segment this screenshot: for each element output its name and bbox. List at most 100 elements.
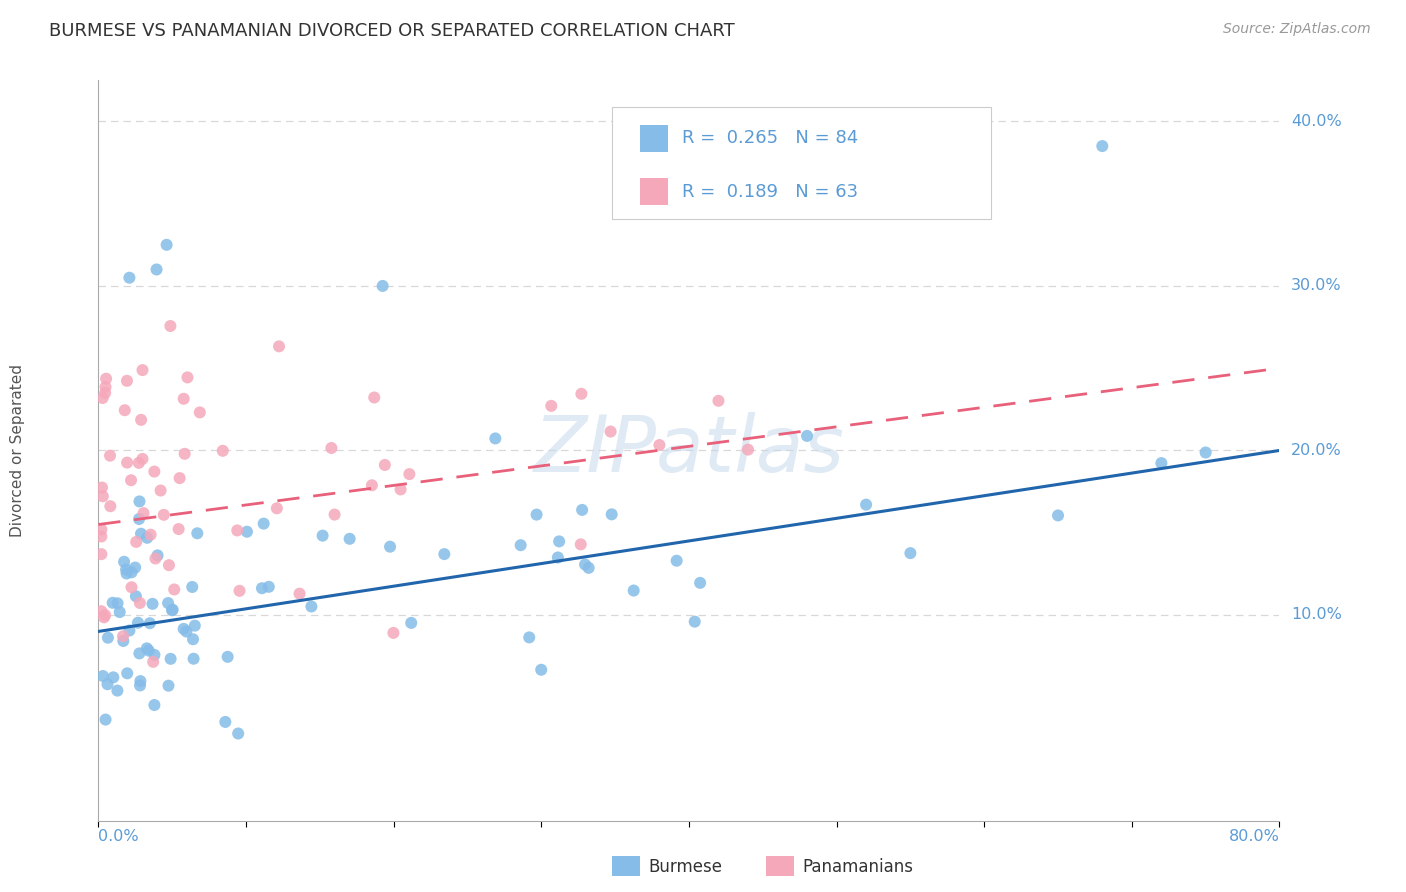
- Point: [236, 524, 259, 539]
- Point: [115, 566, 138, 581]
- Point: [94, 713, 117, 727]
- Point: [156, 237, 179, 252]
- Point: [145, 551, 167, 566]
- Point: [184, 618, 207, 632]
- Point: [131, 451, 153, 466]
- Point: [135, 641, 157, 656]
- Point: [139, 616, 162, 631]
- Point: [157, 558, 180, 573]
- Point: [433, 547, 456, 561]
- Point: [374, 458, 396, 472]
- Point: [378, 540, 401, 554]
- Point: [683, 615, 706, 629]
- Point: [226, 524, 249, 538]
- Point: [91, 391, 114, 405]
- Point: [228, 583, 250, 598]
- Point: [257, 580, 280, 594]
- Point: [129, 674, 152, 689]
- Point: [707, 393, 730, 408]
- Point: [115, 666, 138, 681]
- Point: [103, 670, 125, 684]
- Point: [114, 403, 136, 417]
- Point: [157, 679, 180, 693]
- Point: [599, 425, 621, 439]
- Point: [98, 500, 121, 514]
- Point: [115, 563, 138, 577]
- Point: [112, 555, 135, 569]
- Point: [183, 651, 205, 665]
- Point: [796, 429, 818, 443]
- Point: [173, 392, 195, 406]
- Point: [129, 413, 152, 427]
- Text: Source: ZipAtlas.com: Source: ZipAtlas.com: [1223, 22, 1371, 37]
- Point: [311, 528, 333, 542]
- Point: [120, 473, 142, 487]
- Point: [127, 615, 149, 630]
- Point: [173, 447, 195, 461]
- Point: [361, 478, 384, 492]
- Text: 10.0%: 10.0%: [1291, 607, 1343, 623]
- Point: [91, 481, 114, 495]
- Point: [90, 547, 112, 561]
- Point: [91, 669, 114, 683]
- Point: [517, 631, 540, 645]
- Point: [163, 582, 186, 597]
- Point: [90, 523, 112, 537]
- Point: [94, 380, 117, 394]
- Point: [118, 270, 141, 285]
- Point: [131, 363, 153, 377]
- Point: [574, 558, 596, 572]
- Point: [101, 596, 124, 610]
- Point: [115, 374, 138, 388]
- Point: [159, 652, 181, 666]
- Text: 40.0%: 40.0%: [1291, 114, 1341, 129]
- Point: [90, 604, 112, 618]
- Point: [1195, 445, 1218, 459]
- Point: [90, 529, 112, 543]
- Point: [149, 483, 172, 498]
- Point: [129, 526, 152, 541]
- Text: R =  0.265   N = 84: R = 0.265 N = 84: [682, 129, 858, 147]
- Point: [665, 554, 688, 568]
- Point: [118, 624, 141, 638]
- Point: [124, 560, 146, 574]
- Point: [167, 522, 190, 536]
- Point: [173, 622, 195, 636]
- Point: [389, 483, 412, 497]
- Point: [129, 678, 152, 692]
- Text: 30.0%: 30.0%: [1291, 278, 1341, 293]
- Point: [648, 438, 671, 452]
- Point: [323, 508, 346, 522]
- Point: [530, 663, 553, 677]
- Point: [169, 471, 191, 485]
- Point: [398, 467, 420, 482]
- Point: [107, 683, 129, 698]
- Point: [1091, 139, 1114, 153]
- Point: [214, 714, 236, 729]
- Point: [115, 456, 138, 470]
- Point: [160, 603, 183, 617]
- Point: [138, 643, 160, 657]
- Point: [547, 550, 569, 565]
- Point: [108, 605, 131, 619]
- Point: [188, 405, 211, 419]
- Point: [226, 726, 249, 740]
- Point: [94, 386, 117, 401]
- Point: [93, 610, 115, 624]
- Point: [299, 599, 322, 614]
- Point: [321, 441, 343, 455]
- Point: [1150, 456, 1173, 470]
- Text: R =  0.189   N = 63: R = 0.189 N = 63: [682, 183, 858, 201]
- Point: [363, 391, 385, 405]
- Point: [152, 508, 174, 522]
- Point: [737, 442, 759, 457]
- Point: [94, 608, 117, 623]
- Point: [181, 632, 204, 647]
- Point: [112, 634, 135, 648]
- Point: [136, 531, 159, 545]
- Point: [181, 580, 204, 594]
- Point: [121, 566, 143, 580]
- Point: [689, 575, 711, 590]
- Point: [145, 262, 167, 277]
- Point: [146, 549, 169, 563]
